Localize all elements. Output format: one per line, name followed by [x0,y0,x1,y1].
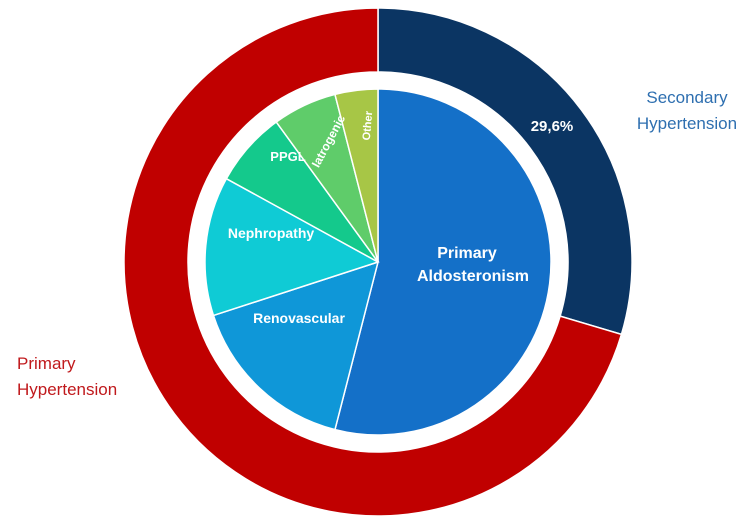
slice-renovascular [212,260,380,431]
primary-hypertension-label-line2: Hypertension [17,380,117,399]
inner-pie [204,88,552,436]
slice-other [334,88,379,263]
primary-aldosteronism-label-line2: Aldosteronism [417,268,529,285]
secondary-hypertension-label-line1: Secondary [646,88,728,107]
primary-hypertension-label-line1: Primary [17,354,76,373]
other-label: Other [361,110,376,141]
primary-aldosteronism-label-line1: Primary [437,245,497,262]
secondary-percent-label: 29,6% [531,118,574,135]
ppgl-label: PPGL [270,149,305,164]
slice-primary-aldosteronism [334,88,552,436]
slice-nephropathy [204,177,380,317]
secondary-hypertension-label-line2: Hypertension [637,114,737,133]
nephropathy-label: Nephropathy [228,225,315,241]
renovascular-label: Renovascular [253,310,345,326]
